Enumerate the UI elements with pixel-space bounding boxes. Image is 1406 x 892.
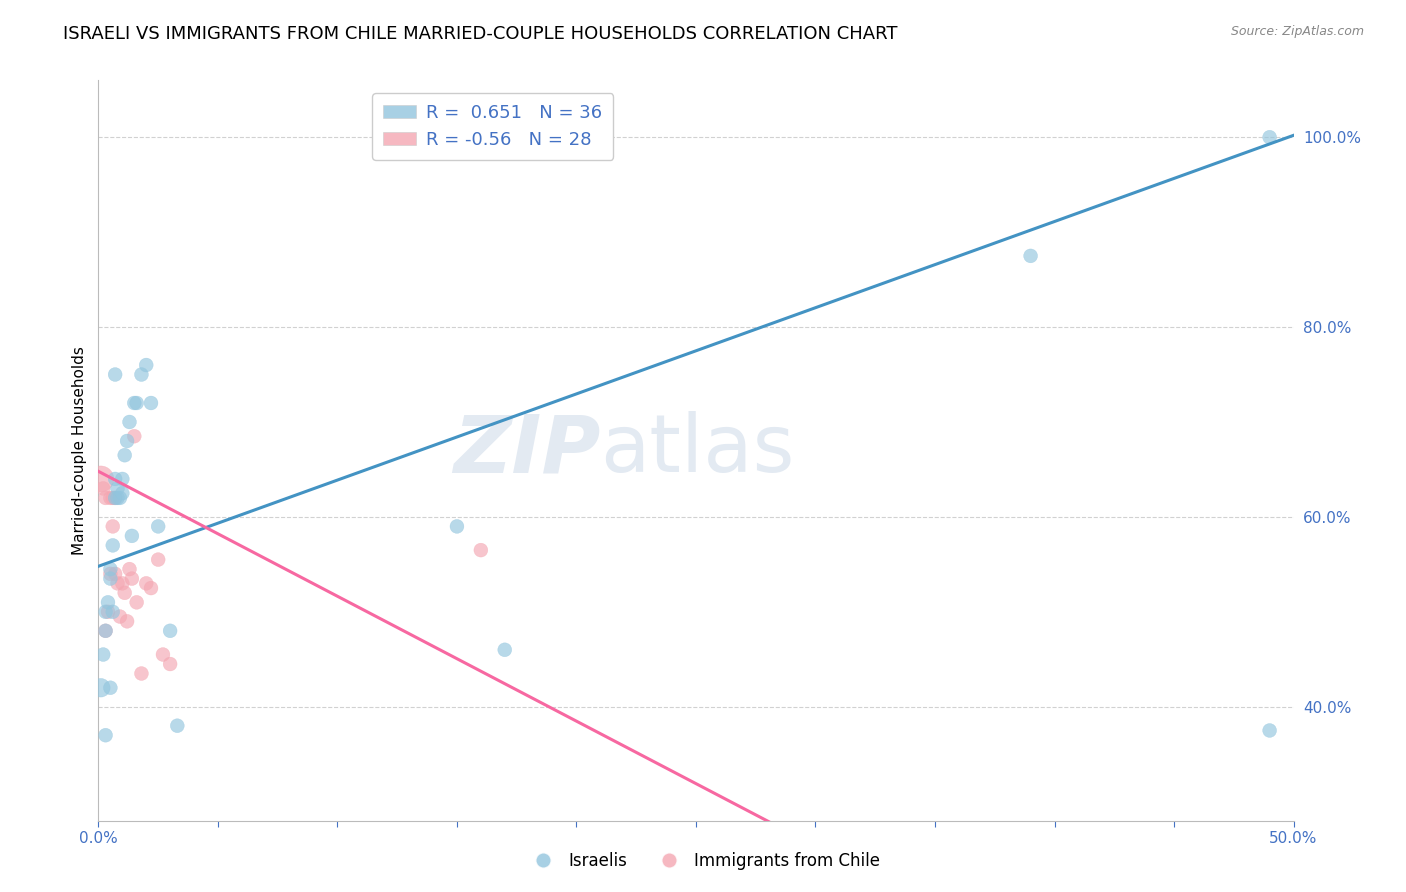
Point bbox=[446, 519, 468, 533]
Point bbox=[125, 595, 148, 609]
Point bbox=[101, 605, 124, 619]
Point bbox=[101, 538, 124, 552]
Point bbox=[139, 581, 162, 595]
Point bbox=[98, 562, 122, 576]
Point bbox=[131, 666, 153, 681]
Point bbox=[131, 368, 153, 382]
Point bbox=[97, 605, 120, 619]
Point bbox=[114, 448, 136, 462]
Point bbox=[94, 491, 117, 505]
Point bbox=[115, 434, 138, 448]
Point bbox=[166, 719, 188, 733]
Point bbox=[104, 472, 127, 486]
Point bbox=[148, 519, 170, 533]
Point bbox=[91, 648, 114, 662]
Point bbox=[470, 543, 492, 558]
Point bbox=[111, 472, 134, 486]
Point bbox=[111, 576, 134, 591]
Point bbox=[135, 358, 157, 372]
Point bbox=[94, 624, 117, 638]
Point bbox=[118, 562, 141, 576]
Point bbox=[94, 605, 117, 619]
Point bbox=[98, 572, 122, 586]
Point bbox=[118, 415, 141, 429]
Point bbox=[148, 552, 170, 566]
Point bbox=[107, 482, 129, 496]
Point bbox=[159, 624, 181, 638]
Point bbox=[125, 396, 148, 410]
Point bbox=[152, 648, 174, 662]
Point bbox=[1258, 723, 1281, 738]
Point bbox=[98, 491, 122, 505]
Point bbox=[94, 728, 117, 742]
Point bbox=[111, 486, 134, 500]
Point bbox=[494, 642, 516, 657]
Text: atlas: atlas bbox=[600, 411, 794, 490]
Point bbox=[104, 368, 127, 382]
Legend: Israelis, Immigrants from Chile: Israelis, Immigrants from Chile bbox=[520, 846, 886, 877]
Point bbox=[98, 566, 122, 581]
Point bbox=[124, 429, 146, 443]
Point bbox=[135, 576, 157, 591]
Point bbox=[107, 491, 129, 505]
Point bbox=[104, 566, 127, 581]
Text: ISRAELI VS IMMIGRANTS FROM CHILE MARRIED-COUPLE HOUSEHOLDS CORRELATION CHART: ISRAELI VS IMMIGRANTS FROM CHILE MARRIED… bbox=[63, 25, 898, 43]
Point bbox=[121, 529, 143, 543]
Point bbox=[94, 624, 117, 638]
Point bbox=[90, 681, 112, 695]
Point bbox=[115, 615, 138, 629]
Point bbox=[90, 472, 112, 486]
Point bbox=[107, 576, 129, 591]
Point bbox=[98, 681, 122, 695]
Point bbox=[97, 595, 120, 609]
Point bbox=[1258, 130, 1281, 145]
Point bbox=[108, 609, 131, 624]
Point bbox=[124, 396, 146, 410]
Point bbox=[101, 491, 124, 505]
Point bbox=[1019, 249, 1042, 263]
Legend: R =  0.651   N = 36, R = -0.56   N = 28: R = 0.651 N = 36, R = -0.56 N = 28 bbox=[373, 93, 613, 160]
Point bbox=[91, 482, 114, 496]
Point bbox=[108, 491, 131, 505]
Y-axis label: Married-couple Households: Married-couple Households bbox=[72, 346, 87, 555]
Point bbox=[139, 396, 162, 410]
Point bbox=[114, 586, 136, 600]
Point bbox=[104, 491, 127, 505]
Point bbox=[159, 657, 181, 671]
Text: Source: ZipAtlas.com: Source: ZipAtlas.com bbox=[1230, 25, 1364, 38]
Point bbox=[121, 572, 143, 586]
Text: ZIP: ZIP bbox=[453, 411, 600, 490]
Point bbox=[104, 491, 127, 505]
Point bbox=[101, 519, 124, 533]
